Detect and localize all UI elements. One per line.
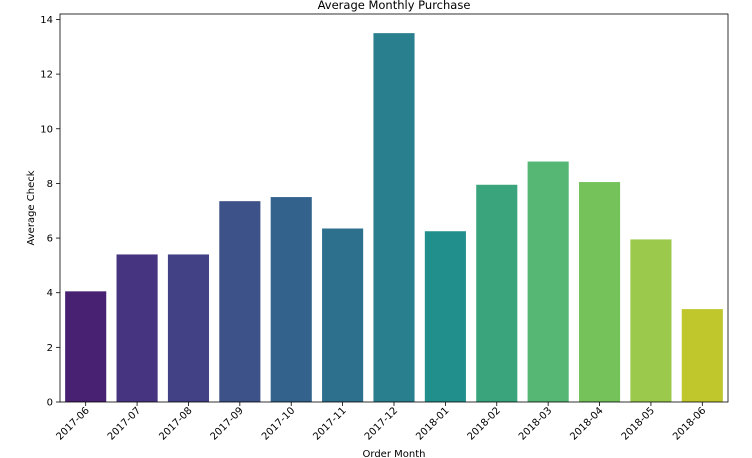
bar-2018-04 xyxy=(578,182,621,402)
y-tick-label: 6 xyxy=(47,234,53,245)
bar-2017-11 xyxy=(322,228,364,402)
x-tick-label-2017-11: 2017-11 xyxy=(311,405,348,442)
bar-2018-03 xyxy=(527,161,569,402)
x-axis-title: Order Month xyxy=(363,449,426,458)
x-tick-label-2017-06: 2017-06 xyxy=(54,405,91,442)
x-tick-label-2018-01: 2018-01 xyxy=(414,405,451,442)
x-tick-label-2017-08: 2017-08 xyxy=(157,405,194,442)
chart-title: Average Monthly Purchase xyxy=(318,0,471,12)
y-tick-label: 0 xyxy=(47,398,53,409)
y-tick-label: 14 xyxy=(40,15,53,26)
x-tick-label-2017-10: 2017-10 xyxy=(260,405,297,442)
x-tick-label-2018-05: 2018-05 xyxy=(620,405,657,442)
bar-2018-05 xyxy=(630,239,672,402)
bar-2017-08 xyxy=(167,254,210,402)
bar-2017-06 xyxy=(65,291,107,402)
y-tick-label: 10 xyxy=(40,124,53,135)
y-tick-label: 12 xyxy=(40,70,53,81)
bar-2017-09 xyxy=(219,201,261,402)
bar-2018-02 xyxy=(476,184,518,402)
bar-2017-07 xyxy=(116,254,158,402)
bar-2018-01 xyxy=(424,231,466,402)
bar-2017-10 xyxy=(270,197,312,402)
y-tick-label: 8 xyxy=(47,179,53,190)
x-tick-label-2018-03: 2018-03 xyxy=(517,405,554,442)
y-tick-label: 2 xyxy=(47,343,53,354)
y-axis-title: Average Check xyxy=(26,170,37,245)
x-tick-label-2017-12: 2017-12 xyxy=(363,405,400,442)
y-tick-label: 4 xyxy=(47,288,53,299)
x-tick-label-2018-06: 2018-06 xyxy=(671,405,708,442)
bar-2017-12 xyxy=(373,33,415,402)
x-tick-label-2017-09: 2017-09 xyxy=(209,405,246,442)
plot-area: 0 2 4 6 8 10 12 14 2017-06 2017-07 2017-08 2017-09 2… xyxy=(40,13,729,443)
x-tick-label-2017-07: 2017-07 xyxy=(106,405,143,442)
x-tick-label-2018-02: 2018-02 xyxy=(466,405,503,442)
bar-2018-06 xyxy=(681,309,723,402)
x-tick-label-2018-04: 2018-04 xyxy=(568,405,605,442)
